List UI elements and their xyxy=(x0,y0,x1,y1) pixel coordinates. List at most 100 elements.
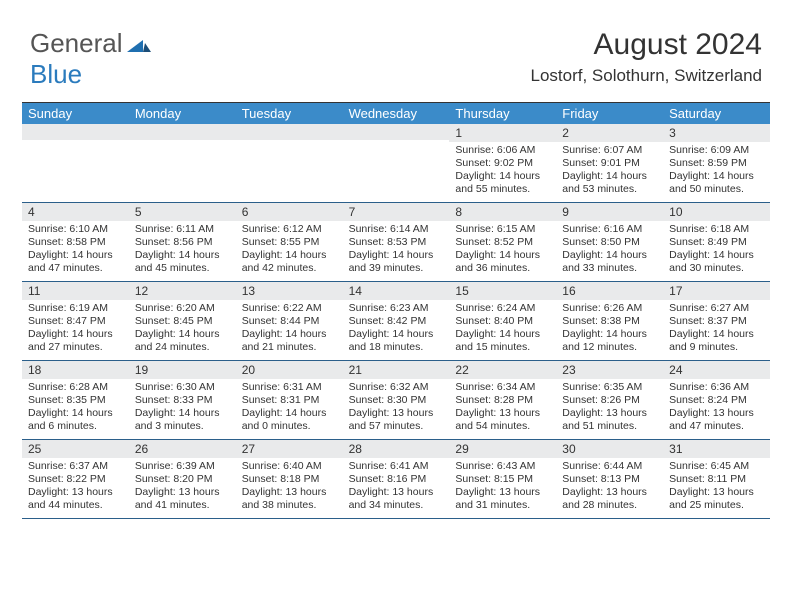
calendar-cell: 22Sunrise: 6:34 AMSunset: 8:28 PMDayligh… xyxy=(449,361,556,439)
daylight-text: Daylight: 13 hours and 47 minutes. xyxy=(669,407,764,433)
sunset-text: Sunset: 8:40 PM xyxy=(455,315,550,328)
sunset-text: Sunset: 8:35 PM xyxy=(28,394,123,407)
logo-text: GeneralBlue xyxy=(30,28,153,90)
daylight-text: Daylight: 14 hours and 12 minutes. xyxy=(562,328,657,354)
sunset-text: Sunset: 8:53 PM xyxy=(349,236,444,249)
sunset-text: Sunset: 8:56 PM xyxy=(135,236,230,249)
calendar: Sunday Monday Tuesday Wednesday Thursday… xyxy=(22,102,770,519)
week-row: 1Sunrise: 6:06 AMSunset: 9:02 PMDaylight… xyxy=(22,124,770,203)
day-details: Sunrise: 6:16 AMSunset: 8:50 PMDaylight:… xyxy=(556,221,663,280)
day-details: Sunrise: 6:36 AMSunset: 8:24 PMDaylight:… xyxy=(663,379,770,438)
sunset-text: Sunset: 9:01 PM xyxy=(562,157,657,170)
sunset-text: Sunset: 8:20 PM xyxy=(135,473,230,486)
logo-word-general: General xyxy=(30,28,123,58)
calendar-cell xyxy=(343,124,450,202)
daylight-text: Daylight: 13 hours and 28 minutes. xyxy=(562,486,657,512)
day-details: Sunrise: 6:31 AMSunset: 8:31 PMDaylight:… xyxy=(236,379,343,438)
week-row: 25Sunrise: 6:37 AMSunset: 8:22 PMDayligh… xyxy=(22,440,770,519)
daylight-text: Daylight: 13 hours and 25 minutes. xyxy=(669,486,764,512)
location: Lostorf, Solothurn, Switzerland xyxy=(530,66,762,86)
daylight-text: Daylight: 13 hours and 34 minutes. xyxy=(349,486,444,512)
day-details: Sunrise: 6:07 AMSunset: 9:01 PMDaylight:… xyxy=(556,142,663,201)
day-details: Sunrise: 6:10 AMSunset: 8:58 PMDaylight:… xyxy=(22,221,129,280)
sunrise-text: Sunrise: 6:23 AM xyxy=(349,302,444,315)
sunrise-text: Sunrise: 6:11 AM xyxy=(135,223,230,236)
day-number: 19 xyxy=(129,361,236,379)
day-number: 21 xyxy=(343,361,450,379)
day-number: 5 xyxy=(129,203,236,221)
calendar-cell: 21Sunrise: 6:32 AMSunset: 8:30 PMDayligh… xyxy=(343,361,450,439)
day-number: 2 xyxy=(556,124,663,142)
day-number: 7 xyxy=(343,203,450,221)
day-number: 11 xyxy=(22,282,129,300)
sunset-text: Sunset: 8:28 PM xyxy=(455,394,550,407)
daylight-text: Daylight: 13 hours and 41 minutes. xyxy=(135,486,230,512)
day-details: Sunrise: 6:12 AMSunset: 8:55 PMDaylight:… xyxy=(236,221,343,280)
day-header-wednesday: Wednesday xyxy=(343,103,450,124)
day-number: 23 xyxy=(556,361,663,379)
day-details: Sunrise: 6:34 AMSunset: 8:28 PMDaylight:… xyxy=(449,379,556,438)
calendar-cell: 24Sunrise: 6:36 AMSunset: 8:24 PMDayligh… xyxy=(663,361,770,439)
day-number: 4 xyxy=(22,203,129,221)
sunrise-text: Sunrise: 6:24 AM xyxy=(455,302,550,315)
calendar-cell: 1Sunrise: 6:06 AMSunset: 9:02 PMDaylight… xyxy=(449,124,556,202)
daylight-text: Daylight: 14 hours and 45 minutes. xyxy=(135,249,230,275)
sunrise-text: Sunrise: 6:27 AM xyxy=(669,302,764,315)
day-details: Sunrise: 6:15 AMSunset: 8:52 PMDaylight:… xyxy=(449,221,556,280)
sunrise-text: Sunrise: 6:12 AM xyxy=(242,223,337,236)
day-number xyxy=(22,124,129,140)
day-header-sunday: Sunday xyxy=(22,103,129,124)
sunrise-text: Sunrise: 6:36 AM xyxy=(669,381,764,394)
calendar-cell: 11Sunrise: 6:19 AMSunset: 8:47 PMDayligh… xyxy=(22,282,129,360)
daylight-text: Daylight: 14 hours and 15 minutes. xyxy=(455,328,550,354)
calendar-cell: 28Sunrise: 6:41 AMSunset: 8:16 PMDayligh… xyxy=(343,440,450,518)
day-number: 9 xyxy=(556,203,663,221)
sunrise-text: Sunrise: 6:34 AM xyxy=(455,381,550,394)
sunset-text: Sunset: 8:44 PM xyxy=(242,315,337,328)
day-details: Sunrise: 6:41 AMSunset: 8:16 PMDaylight:… xyxy=(343,458,450,517)
daylight-text: Daylight: 14 hours and 30 minutes. xyxy=(669,249,764,275)
sunrise-text: Sunrise: 6:31 AM xyxy=(242,381,337,394)
day-details: Sunrise: 6:09 AMSunset: 8:59 PMDaylight:… xyxy=(663,142,770,201)
calendar-cell: 27Sunrise: 6:40 AMSunset: 8:18 PMDayligh… xyxy=(236,440,343,518)
day-header-thursday: Thursday xyxy=(449,103,556,124)
day-number: 3 xyxy=(663,124,770,142)
sunset-text: Sunset: 8:49 PM xyxy=(669,236,764,249)
day-number: 1 xyxy=(449,124,556,142)
day-details: Sunrise: 6:43 AMSunset: 8:15 PMDaylight:… xyxy=(449,458,556,517)
day-header-monday: Monday xyxy=(129,103,236,124)
daylight-text: Daylight: 13 hours and 38 minutes. xyxy=(242,486,337,512)
day-number xyxy=(343,124,450,140)
sunset-text: Sunset: 8:26 PM xyxy=(562,394,657,407)
daylight-text: Daylight: 14 hours and 24 minutes. xyxy=(135,328,230,354)
sunset-text: Sunset: 8:42 PM xyxy=(349,315,444,328)
day-details: Sunrise: 6:18 AMSunset: 8:49 PMDaylight:… xyxy=(663,221,770,280)
sunrise-text: Sunrise: 6:32 AM xyxy=(349,381,444,394)
calendar-cell: 26Sunrise: 6:39 AMSunset: 8:20 PMDayligh… xyxy=(129,440,236,518)
sunset-text: Sunset: 8:55 PM xyxy=(242,236,337,249)
sunset-text: Sunset: 8:37 PM xyxy=(669,315,764,328)
sunrise-text: Sunrise: 6:39 AM xyxy=(135,460,230,473)
day-number: 22 xyxy=(449,361,556,379)
sunset-text: Sunset: 8:30 PM xyxy=(349,394,444,407)
daylight-text: Daylight: 14 hours and 18 minutes. xyxy=(349,328,444,354)
sunrise-text: Sunrise: 6:37 AM xyxy=(28,460,123,473)
daylight-text: Daylight: 14 hours and 47 minutes. xyxy=(28,249,123,275)
sunrise-text: Sunrise: 6:35 AM xyxy=(562,381,657,394)
sunset-text: Sunset: 8:15 PM xyxy=(455,473,550,486)
sunset-text: Sunset: 8:31 PM xyxy=(242,394,337,407)
day-details: Sunrise: 6:44 AMSunset: 8:13 PMDaylight:… xyxy=(556,458,663,517)
calendar-cell: 14Sunrise: 6:23 AMSunset: 8:42 PMDayligh… xyxy=(343,282,450,360)
sunset-text: Sunset: 8:33 PM xyxy=(135,394,230,407)
calendar-cell xyxy=(236,124,343,202)
daylight-text: Daylight: 14 hours and 3 minutes. xyxy=(135,407,230,433)
sunrise-text: Sunrise: 6:41 AM xyxy=(349,460,444,473)
calendar-cell: 7Sunrise: 6:14 AMSunset: 8:53 PMDaylight… xyxy=(343,203,450,281)
day-number: 30 xyxy=(556,440,663,458)
week-row: 4Sunrise: 6:10 AMSunset: 8:58 PMDaylight… xyxy=(22,203,770,282)
sunset-text: Sunset: 8:58 PM xyxy=(28,236,123,249)
day-header-saturday: Saturday xyxy=(663,103,770,124)
day-details: Sunrise: 6:24 AMSunset: 8:40 PMDaylight:… xyxy=(449,300,556,359)
day-details: Sunrise: 6:32 AMSunset: 8:30 PMDaylight:… xyxy=(343,379,450,438)
calendar-cell: 16Sunrise: 6:26 AMSunset: 8:38 PMDayligh… xyxy=(556,282,663,360)
